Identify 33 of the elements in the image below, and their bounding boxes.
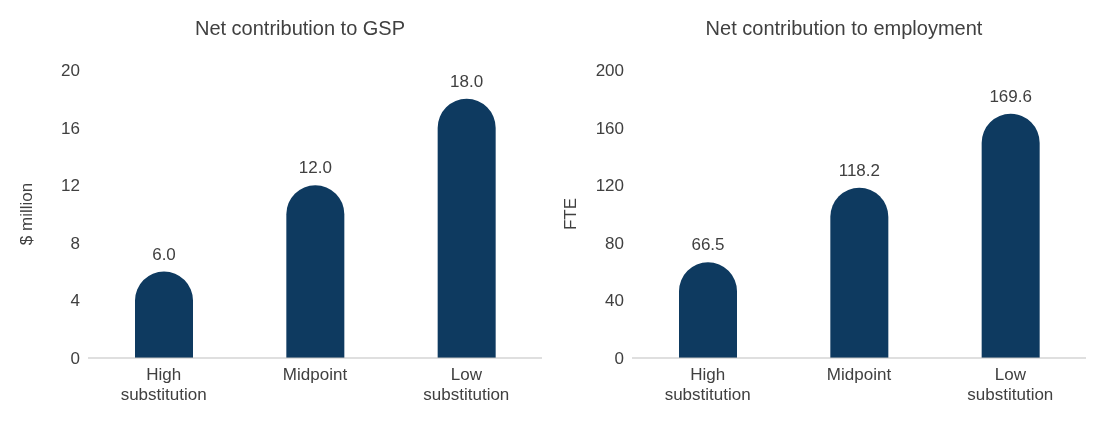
- bar: [286, 185, 345, 358]
- bar: [437, 98, 496, 358]
- y-tick-label: 20: [61, 61, 80, 81]
- x-tick-label: Low substitution: [967, 365, 1054, 404]
- y-tick-label: 0: [70, 349, 80, 369]
- x-tick-label: Midpoint: [826, 365, 892, 384]
- y-tick-label: 4: [70, 291, 80, 311]
- x-tick-label: High substitution: [120, 365, 207, 404]
- data-label: 66.5: [691, 235, 725, 255]
- y-tick-label: 120: [595, 176, 624, 196]
- y-tick-label: 200: [595, 61, 624, 81]
- data-label: 118.2: [838, 160, 880, 180]
- bar: [830, 187, 889, 358]
- x-tick-label: Low substitution: [423, 365, 510, 404]
- data-label: 169.6: [989, 86, 1032, 106]
- y-axis-title: FTE: [561, 197, 581, 231]
- y-tick-label: 160: [595, 118, 624, 138]
- y-axis-title: $ million: [17, 182, 37, 246]
- y-tick-label: 12: [61, 176, 80, 196]
- y-tick-label: 16: [61, 118, 80, 138]
- chart-title: Net contribution to GSP: [193, 16, 407, 41]
- chart-title: Net contribution to employment: [704, 16, 984, 41]
- y-tick-label: 0: [614, 349, 624, 369]
- data-label: 12.0: [298, 158, 332, 178]
- bar: [981, 113, 1040, 358]
- y-tick-label: 8: [70, 233, 80, 253]
- x-tick-label: Midpoint: [282, 365, 348, 384]
- data-label: 18.0: [450, 71, 484, 91]
- data-label: 6.0: [152, 244, 176, 264]
- y-tick-label: 40: [605, 291, 624, 311]
- x-tick-label: High substitution: [664, 365, 751, 404]
- y-tick-label: 80: [605, 233, 624, 253]
- bar: [679, 262, 737, 358]
